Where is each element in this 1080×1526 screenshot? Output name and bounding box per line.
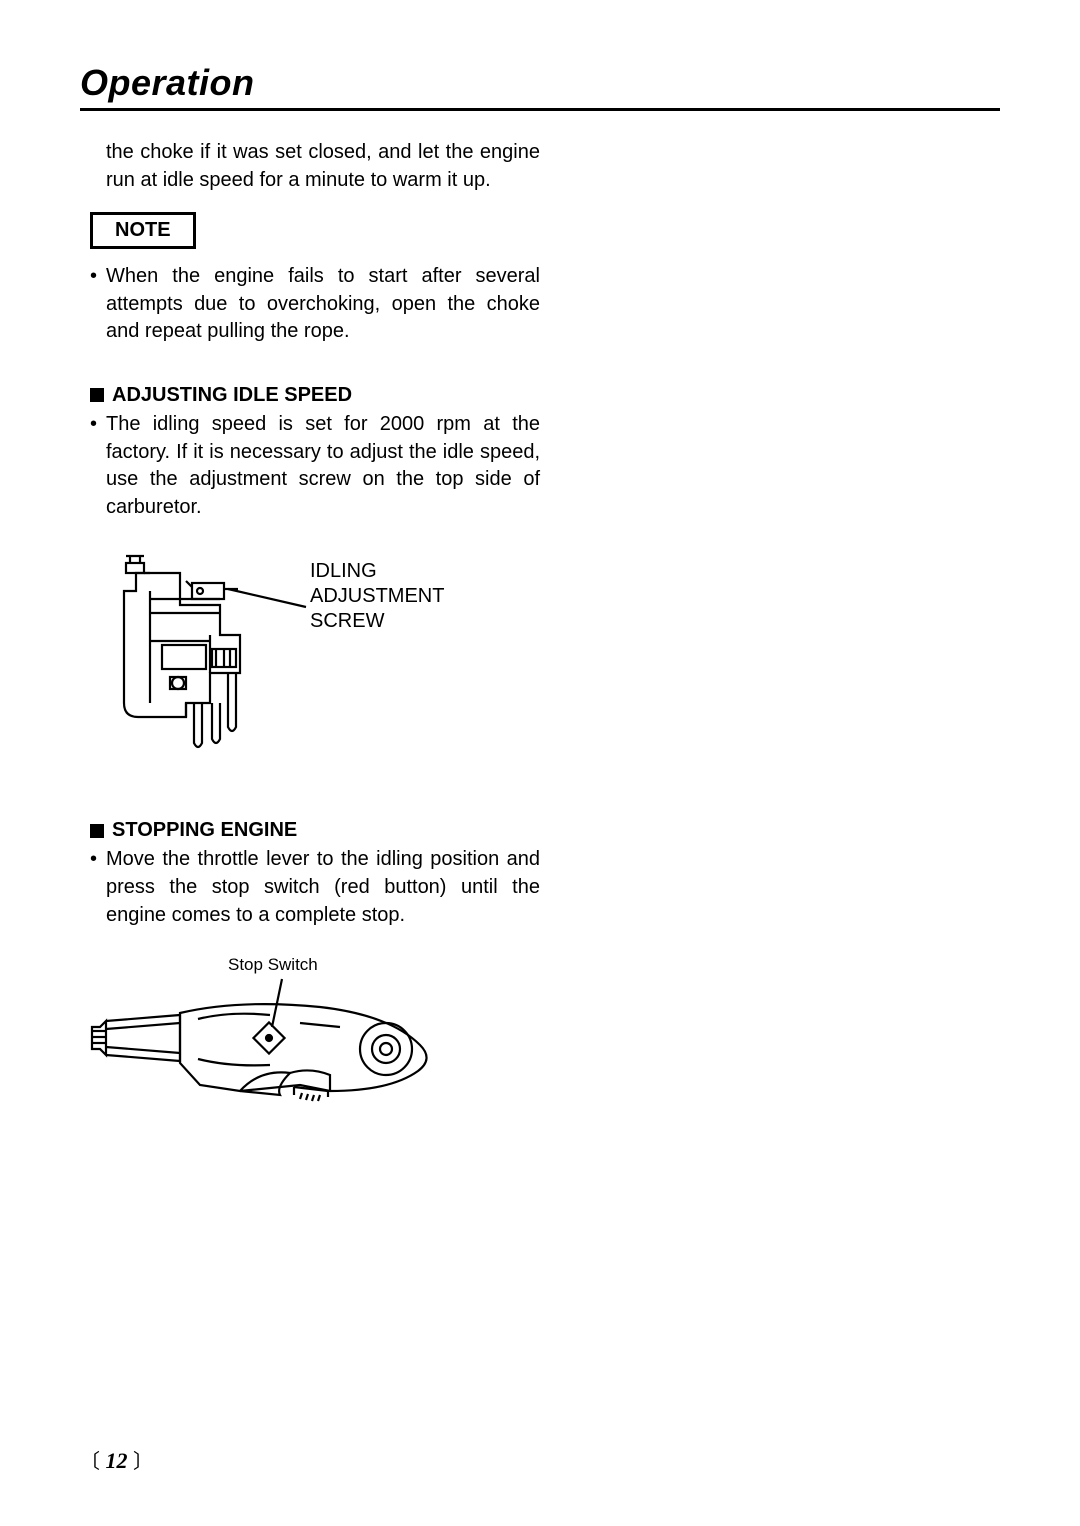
section1-bullet-row: • The idling speed is set for 2000 rpm a… [90, 411, 540, 521]
bracket-left-icon: 〔 [80, 1451, 100, 1473]
page-number-value: 12 [106, 1448, 128, 1473]
figure2-label: Stop Switch [228, 955, 318, 975]
figure-handle: Stop Switch [90, 955, 540, 1115]
bullet-dot-icon: • [90, 263, 106, 346]
section-heading-adjusting-idle: ADJUSTING IDLE SPEED [90, 384, 540, 407]
section1-bullet-text: The idling speed is set for 2000 rpm at … [106, 411, 540, 521]
note-box: NOTE [90, 212, 196, 249]
note-bullet-row: • When the engine fails to start after s… [90, 263, 540, 346]
section2-bullet-row: • Move the throttle lever to the idling … [90, 846, 540, 929]
figure-carburetor: IDLING ADJUSTMENT SCREW [90, 553, 540, 753]
page: Operation the choke if it was set closed… [0, 0, 1080, 1526]
section-heading-text: ADJUSTING IDLE SPEED [112, 384, 352, 407]
bullet-dot-icon: • [90, 411, 106, 521]
carburetor-diagram-icon [90, 553, 320, 753]
left-column: the choke if it was set closed, and let … [90, 139, 540, 1115]
handle-diagram-icon [90, 975, 450, 1135]
fig1-label-line3: SCREW [310, 610, 384, 632]
square-bullet-icon [90, 824, 104, 838]
note-bullet-text: When the engine fails to start after sev… [106, 263, 540, 346]
section2-bullet-text: Move the throttle lever to the idling po… [106, 846, 540, 929]
page-title: Operation [80, 62, 1000, 111]
page-number: 〔 12 〕 [80, 1445, 153, 1474]
square-bullet-icon [90, 388, 104, 402]
section-heading-text: STOPPING ENGINE [112, 819, 297, 842]
intro-continuation-text: the choke if it was set closed, and let … [90, 139, 540, 194]
section-heading-stopping-engine: STOPPING ENGINE [90, 819, 540, 842]
fig1-label-line2: ADJUSTMENT [310, 585, 444, 607]
bullet-dot-icon: • [90, 846, 106, 929]
fig1-label-line1: IDLING [310, 560, 377, 582]
figure1-label: IDLING ADJUSTMENT SCREW [310, 559, 444, 634]
bracket-right-icon: 〕 [133, 1451, 153, 1473]
